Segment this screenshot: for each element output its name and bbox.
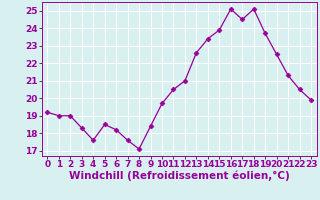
X-axis label: Windchill (Refroidissement éolien,°C): Windchill (Refroidissement éolien,°C)	[69, 171, 290, 181]
